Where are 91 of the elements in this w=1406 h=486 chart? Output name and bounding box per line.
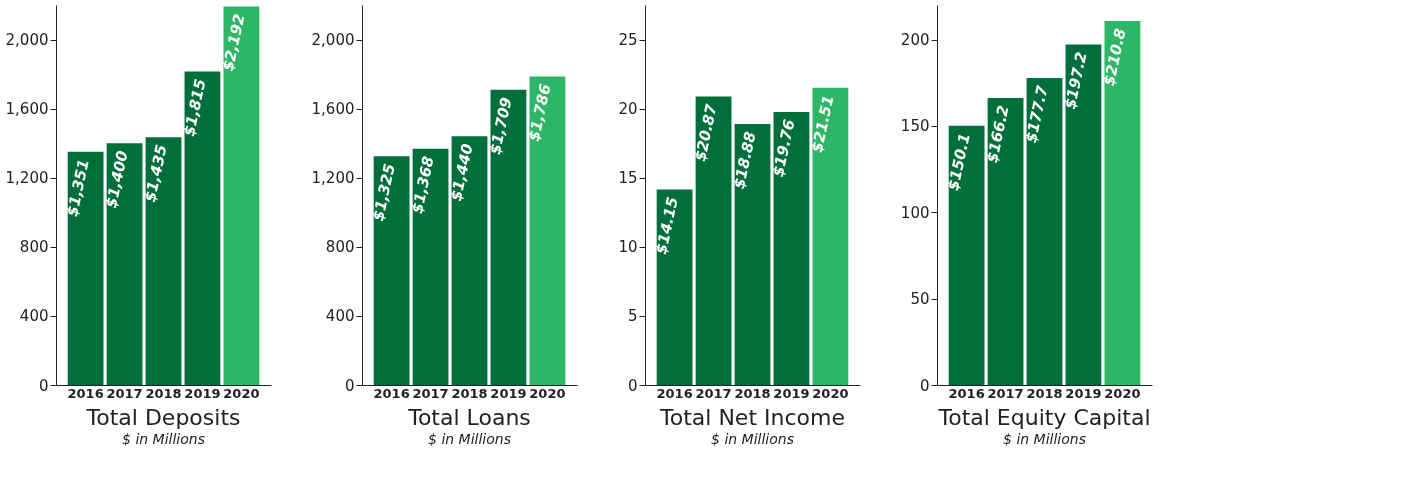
y-tick-label: 1,200 [311, 169, 355, 188]
y-tick-label: 800 [19, 238, 49, 257]
bar [373, 156, 410, 385]
bar [145, 137, 182, 385]
bar [695, 96, 732, 385]
y-tick-label: 15 [618, 169, 638, 188]
bar [67, 151, 104, 385]
text: Total Equity Capital [937, 405, 1151, 430]
y-tick-label: 400 [19, 307, 49, 326]
x-tick-label: 2017 [695, 385, 732, 401]
y-tick-label: 1,600 [311, 100, 355, 119]
bar [223, 6, 260, 385]
x-tick-label: 2019 [184, 385, 221, 401]
x-tick-label: 2016 [948, 385, 985, 401]
y-tick-label: 25 [618, 31, 638, 50]
x-tick-label: 2020 [223, 385, 260, 401]
bar [656, 189, 693, 385]
data-label: $1,709 [485, 95, 516, 157]
data-label: $1,440 [447, 142, 477, 203]
bar [451, 136, 488, 385]
y-tick-label: 0 [919, 376, 930, 395]
text: $ in Millions [428, 431, 511, 447]
data-label: $1,815 [179, 77, 210, 138]
x-tick-label: 2019 [773, 385, 810, 401]
data-label: $20.87 [691, 102, 721, 163]
x-tick-label: 2020 [1104, 385, 1141, 401]
bar [106, 143, 143, 385]
data-label: $150.1 [944, 131, 974, 193]
bar [948, 125, 985, 385]
y-tick-label: 0 [627, 376, 638, 395]
bar [412, 148, 449, 385]
y-tick-label: 200 [900, 31, 930, 50]
y-tick-label: 10 [618, 238, 638, 257]
y-tick-label: 1,200 [5, 169, 49, 188]
data-label: $1,325 [369, 162, 399, 223]
x-tick-label: 2017 [412, 385, 449, 401]
data-label: $14.15 [652, 195, 682, 256]
x-tick-label: 2019 [1065, 385, 1102, 401]
data-label: $177.7 [1022, 83, 1052, 145]
x-tick-label: 2020 [529, 385, 566, 401]
y-tick-label: 0 [344, 376, 355, 395]
data-label: $1,400 [102, 149, 132, 210]
data-label: $1,351 [63, 157, 93, 218]
y-tick-label: 800 [325, 238, 355, 257]
y-tick-label: 5 [627, 307, 638, 326]
text: Total Net Income [659, 405, 845, 430]
x-tick-label: 2016 [67, 385, 104, 401]
text: $ in Millions [711, 431, 794, 447]
bar [987, 97, 1024, 385]
x-tick-label: 2019 [490, 385, 527, 401]
text: Total Deposits [85, 405, 241, 430]
y-tick-label: 100 [900, 203, 930, 222]
y-tick-label: 20 [618, 100, 638, 119]
x-tick-label: 2018 [1026, 385, 1063, 401]
x-tick-label: 2017 [106, 385, 143, 401]
x-tick-label: 2018 [451, 385, 488, 401]
data-label: $18.88 [730, 130, 760, 191]
bar [184, 71, 221, 385]
bar [1026, 78, 1063, 385]
text: $ in Millions [1003, 431, 1086, 447]
x-tick-label: 2018 [734, 385, 771, 401]
bar [490, 89, 527, 385]
x-tick-label: 2016 [656, 385, 693, 401]
data-label: $210.8 [1099, 26, 1130, 88]
y-tick-label: 0 [38, 376, 49, 395]
data-label: $166.2 [983, 103, 1013, 165]
data-label: $1,786 [524, 82, 555, 143]
x-tick-label: 2018 [145, 385, 182, 401]
bar [773, 111, 810, 385]
y-tick-label: 1,600 [5, 100, 49, 119]
x-tick-label: 2017 [987, 385, 1024, 401]
y-tick-label: 50 [910, 290, 930, 309]
bar [529, 76, 566, 385]
bar [1104, 20, 1141, 385]
data-label: $2,192 [218, 12, 249, 73]
text: $ in Millions [122, 431, 205, 447]
x-tick-label: 2016 [373, 385, 410, 401]
bar [1065, 44, 1102, 385]
text: Total Loans [407, 405, 531, 430]
y-tick-label: 2,000 [311, 31, 355, 50]
x-tick-label: 2020 [812, 385, 849, 401]
bar [734, 124, 771, 385]
data-label: $1,435 [141, 143, 171, 204]
y-tick-label: 400 [325, 307, 355, 326]
bar [812, 87, 849, 385]
y-tick-label: 2,000 [5, 31, 49, 50]
data-label: $19.76 [768, 117, 799, 179]
data-label: $1,368 [408, 154, 438, 216]
y-tick-label: 150 [900, 117, 930, 136]
data-label: $197.2 [1060, 50, 1091, 111]
data-label: $21.51 [807, 93, 838, 155]
